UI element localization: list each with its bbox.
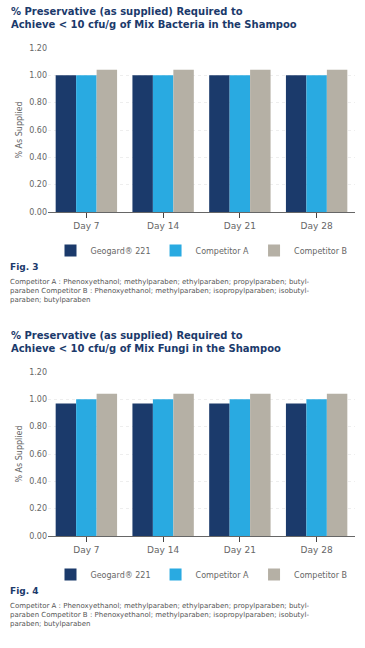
svg-text:Competitor B: Competitor B xyxy=(294,247,347,256)
svg-text:Geogard® 221: Geogard® 221 xyxy=(91,571,151,580)
svg-text:Fig. 3: Fig. 3 xyxy=(10,262,39,272)
svg-text:Fig. 4: Fig. 4 xyxy=(10,586,39,596)
svg-text:1.20: 1.20 xyxy=(29,368,47,377)
svg-text:Day 7: Day 7 xyxy=(73,545,99,555)
svg-text:0.00: 0.00 xyxy=(29,532,47,541)
svg-text:Geogard® 221: Geogard® 221 xyxy=(91,247,151,256)
svg-text:Competitor A: Competitor A xyxy=(196,571,249,580)
svg-text:0.60: 0.60 xyxy=(29,126,47,135)
svg-text:Day 7: Day 7 xyxy=(73,221,99,231)
svg-text:0.80: 0.80 xyxy=(29,422,47,431)
svg-text:1.20: 1.20 xyxy=(29,44,47,53)
svg-text:% As Supplied: % As Supplied xyxy=(15,101,24,158)
svg-text:% Preservative (as supplied) R: % Preservative (as supplied) Required to… xyxy=(11,6,297,30)
svg-text:% As Supplied: % As Supplied xyxy=(15,425,24,482)
svg-text:0.00: 0.00 xyxy=(29,208,47,217)
svg-text:1.00: 1.00 xyxy=(29,71,47,80)
svg-text:Day 21: Day 21 xyxy=(224,545,256,555)
svg-text:Day 14: Day 14 xyxy=(147,221,179,231)
svg-text:Competitor B: Competitor B xyxy=(294,571,347,580)
svg-text:0.40: 0.40 xyxy=(29,477,47,486)
svg-text:Competitor A: Competitor A xyxy=(196,247,249,256)
svg-text:Competitor A : Phenoxyethanol;: Competitor A : Phenoxyethanol; methylpar… xyxy=(10,602,310,628)
svg-text:Day 14: Day 14 xyxy=(147,545,179,555)
svg-text:% Preservative (as supplied) R: % Preservative (as supplied) Required to… xyxy=(11,330,281,354)
svg-text:1.00: 1.00 xyxy=(29,395,47,404)
svg-text:Day 28: Day 28 xyxy=(301,221,333,231)
svg-text:Day 21: Day 21 xyxy=(224,221,256,231)
svg-text:Day 28: Day 28 xyxy=(301,545,333,555)
svg-text:0.40: 0.40 xyxy=(29,153,47,162)
svg-text:0.80: 0.80 xyxy=(29,98,47,107)
svg-text:0.60: 0.60 xyxy=(29,450,47,459)
svg-text:0.20: 0.20 xyxy=(29,504,47,513)
svg-text:0.20: 0.20 xyxy=(29,180,47,189)
svg-text:Competitor A : Phenoxyethanol;: Competitor A : Phenoxyethanol; methylpar… xyxy=(10,278,310,304)
